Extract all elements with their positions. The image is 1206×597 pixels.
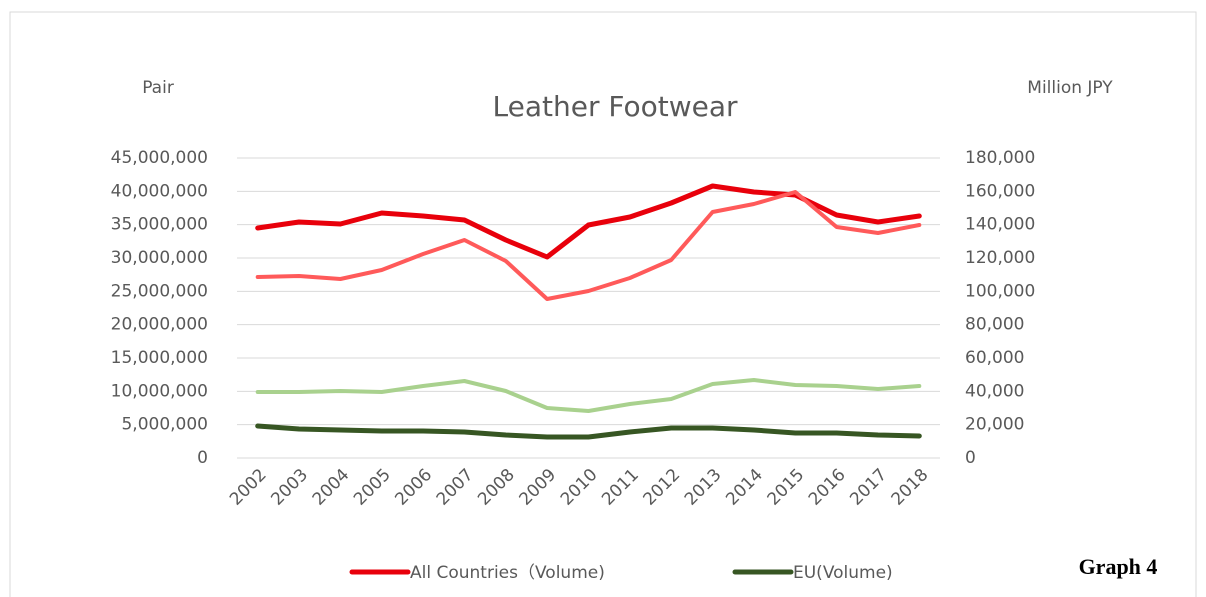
x-tick-label: 2005 bbox=[350, 465, 395, 510]
x-tick-label: 2015 bbox=[764, 465, 809, 510]
x-tick-label: 2012 bbox=[640, 465, 685, 510]
y-tick-label: 10,000,000 bbox=[111, 381, 208, 401]
x-tick-label: 2011 bbox=[598, 465, 643, 510]
series-line bbox=[255, 423, 922, 440]
y-tick-label: 25,000,000 bbox=[111, 281, 208, 301]
chart-title: Leather Footwear bbox=[493, 90, 738, 123]
y2-tick-label: 60,000 bbox=[965, 348, 1024, 368]
y2-tick-label: 80,000 bbox=[965, 315, 1024, 335]
y-tick-label: 30,000,000 bbox=[111, 248, 208, 268]
y-tick-label: 35,000,000 bbox=[111, 215, 208, 235]
y-tick-label: 20,000,000 bbox=[111, 315, 208, 335]
y2-tick-label: 180,000 bbox=[965, 148, 1035, 168]
x-tick-label: 2009 bbox=[515, 465, 560, 510]
x-tick-label: 2013 bbox=[681, 465, 726, 510]
x-tick-label: 2018 bbox=[888, 465, 933, 510]
series-line bbox=[255, 378, 922, 413]
chart-frame bbox=[9, 11, 1197, 597]
y2-tick-label: 20,000 bbox=[965, 415, 1024, 435]
x-tick-label: 2016 bbox=[805, 465, 850, 510]
x-tick-label: 2003 bbox=[267, 465, 312, 510]
x-tick-label: 2004 bbox=[309, 465, 354, 510]
x-tick-label: 2010 bbox=[557, 465, 602, 510]
y2-tick-label: 40,000 bbox=[965, 381, 1024, 401]
caption: Graph 4 bbox=[1079, 554, 1158, 579]
legend-label: EU(Volume) bbox=[793, 563, 893, 583]
y-tick-label: 40,000,000 bbox=[111, 181, 208, 201]
y-tick-label: 5,000,000 bbox=[121, 415, 208, 435]
x-tick-label: 2006 bbox=[391, 465, 436, 510]
y-tick-label: 45,000,000 bbox=[111, 148, 208, 168]
y2-tick-label: 100,000 bbox=[965, 281, 1035, 301]
y2-tick-label: 140,000 bbox=[965, 215, 1035, 235]
y-tick-label: 0 bbox=[197, 448, 208, 468]
y-axis-label: Pair bbox=[142, 78, 174, 98]
y2-tick-label: 160,000 bbox=[965, 181, 1035, 201]
x-tick-label: 2007 bbox=[433, 465, 478, 510]
x-tick-label: 2002 bbox=[226, 465, 271, 510]
y2-axis-label: Million JPY bbox=[1027, 78, 1113, 98]
y-tick-label: 15,000,000 bbox=[111, 348, 208, 368]
x-tick-label: 2017 bbox=[846, 465, 891, 510]
x-tick-label: 2014 bbox=[722, 465, 767, 510]
series-line bbox=[255, 190, 922, 301]
y2-tick-label: 120,000 bbox=[965, 248, 1035, 268]
y2-tick-label: 0 bbox=[965, 448, 976, 468]
x-tick-label: 2008 bbox=[474, 465, 519, 510]
series-line bbox=[255, 183, 922, 260]
legend-label: All Countries（Volume) bbox=[410, 563, 605, 583]
